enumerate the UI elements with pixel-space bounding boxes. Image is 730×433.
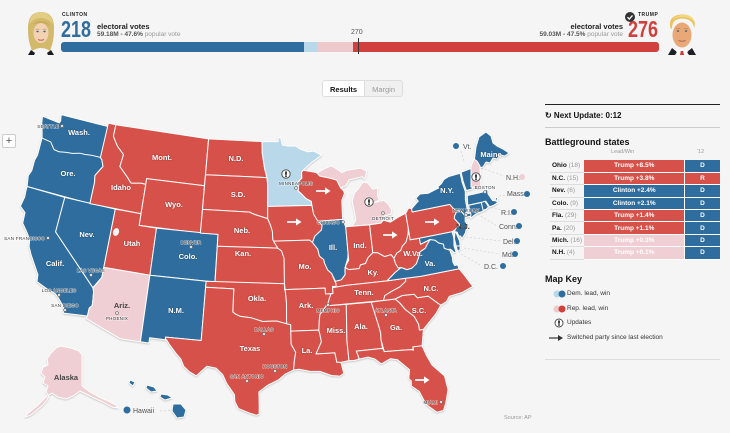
svg-text:D.C.: D.C. xyxy=(484,264,498,271)
svg-text:Kan.: Kan. xyxy=(235,249,251,258)
svg-text:Ky.: Ky. xyxy=(367,268,378,277)
svg-text:Wyo.: Wyo. xyxy=(165,200,183,209)
svg-text:CHICAGO: CHICAGO xyxy=(317,220,340,225)
svg-text:Conn.: Conn. xyxy=(499,224,518,231)
svg-text:Wash.: Wash. xyxy=(68,128,90,137)
svg-text:ATLANTA: ATLANTA xyxy=(375,308,397,313)
svg-text:Idaho: Idaho xyxy=(111,183,131,192)
svg-text:Mass.: Mass. xyxy=(507,191,526,198)
svg-text:Hawaii: Hawaii xyxy=(133,408,154,415)
svg-text:N.Y.: N.Y. xyxy=(440,186,454,195)
svg-text:Okla.: Okla. xyxy=(248,294,266,303)
svg-text:N.D.: N.D. xyxy=(229,154,244,163)
svg-text:R.I.: R.I. xyxy=(501,210,512,217)
svg-text:Alaska: Alaska xyxy=(54,373,79,382)
svg-text:SAN FRANCISCO: SAN FRANCISCO xyxy=(4,236,45,241)
svg-text:Mont.: Mont. xyxy=(152,153,172,162)
svg-text:MINNEAPOLIS: MINNEAPOLIS xyxy=(279,181,313,186)
svg-text:Mo.: Mo. xyxy=(299,262,312,271)
svg-text:Ill.: Ill. xyxy=(329,243,337,252)
svg-text:SAN DIEGO: SAN DIEGO xyxy=(51,303,79,308)
svg-text:Del.: Del. xyxy=(503,239,516,246)
svg-text:N.J.: N.J. xyxy=(456,222,470,231)
svg-text:Texas: Texas xyxy=(240,344,261,353)
svg-text:W.Va.: W.Va. xyxy=(403,249,423,258)
svg-text:Ind.: Ind. xyxy=(353,241,366,250)
svg-text:Va.: Va. xyxy=(425,259,436,268)
svg-text:Utah: Utah xyxy=(124,239,141,248)
svg-text:NEW YORK: NEW YORK xyxy=(453,208,480,213)
svg-text:SEATTLE: SEATTLE xyxy=(37,124,59,129)
svg-text:SAN ANTONIO: SAN ANTONIO xyxy=(230,374,264,379)
svg-text:Ore.: Ore. xyxy=(60,169,75,178)
svg-text:BOSTON: BOSTON xyxy=(475,185,496,190)
svg-text:PHOENIX: PHOENIX xyxy=(106,316,128,321)
svg-text:Md.: Md. xyxy=(502,252,514,259)
svg-text:La.: La. xyxy=(302,346,313,355)
svg-text:N.C.: N.C. xyxy=(424,284,439,293)
svg-text:Tenn.: Tenn. xyxy=(354,288,373,297)
svg-text:DENVER: DENVER xyxy=(181,240,202,245)
svg-text:S.D.: S.D. xyxy=(231,190,246,199)
svg-text:N.H.: N.H. xyxy=(506,175,520,182)
svg-text:Colo.: Colo. xyxy=(179,252,198,261)
svg-text:Maine: Maine xyxy=(480,150,501,159)
svg-text:Ala.: Ala. xyxy=(354,322,368,331)
svg-text:MIAMI: MIAMI xyxy=(424,400,439,405)
svg-text:LAS VEGAS: LAS VEGAS xyxy=(77,268,105,273)
svg-text:Ark.: Ark. xyxy=(299,301,314,310)
svg-text:Vt.: Vt. xyxy=(463,144,472,151)
svg-text:Nev.: Nev. xyxy=(79,230,94,239)
svg-text:Ga.: Ga. xyxy=(390,323,402,332)
svg-text:Neb.: Neb. xyxy=(234,226,250,235)
svg-text:Ariz.: Ariz. xyxy=(114,301,130,310)
svg-text:S.C.: S.C. xyxy=(412,306,427,315)
svg-text:DALLAS: DALLAS xyxy=(254,327,273,332)
svg-text:Miss.: Miss. xyxy=(327,326,346,335)
svg-text:MEMPHIS: MEMPHIS xyxy=(316,308,339,313)
svg-text:Calif.: Calif. xyxy=(46,259,64,268)
svg-text:N.M.: N.M. xyxy=(168,306,184,315)
svg-text:LOS ANGELES: LOS ANGELES xyxy=(42,288,77,293)
svg-text:HOUSTON: HOUSTON xyxy=(263,364,288,369)
svg-text:DETROIT: DETROIT xyxy=(372,216,394,221)
